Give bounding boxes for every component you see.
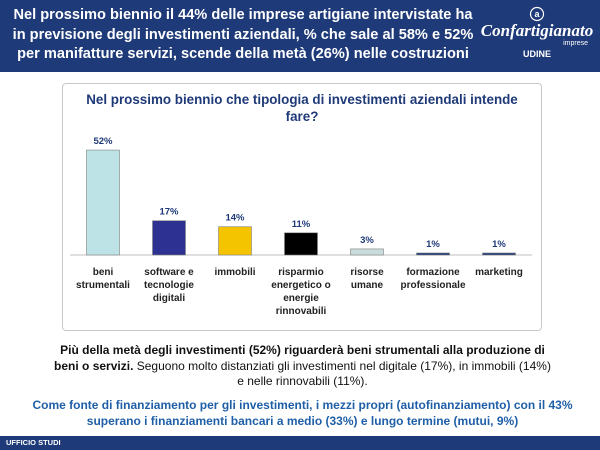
bar xyxy=(416,252,450,256)
header-bar: Nel prossimo biennio il 44% delle impres… xyxy=(0,0,600,72)
data-label: 11% xyxy=(292,219,311,230)
chart-title: Nel prossimo biennio che tipologia di in… xyxy=(86,92,518,124)
summary-paragraph: Più della metà degli investimenti (52%) … xyxy=(50,343,555,390)
category-label: beni strumentali xyxy=(76,267,130,291)
bar xyxy=(482,252,516,256)
category-label: formazione professionale xyxy=(400,267,465,291)
data-label: 17% xyxy=(159,207,179,218)
funding-paragraph: Come fonte di finanziamento per gli inve… xyxy=(32,398,573,428)
bar xyxy=(152,220,186,256)
category-label: marketing xyxy=(475,267,523,278)
bar xyxy=(350,248,384,256)
brand-subtitle: imprese xyxy=(563,40,588,47)
circled-a-icon: a xyxy=(529,6,545,22)
bar xyxy=(284,232,318,256)
brand-name: Confartigianato xyxy=(480,21,594,40)
footer-label: UFFICIO STUDI xyxy=(6,438,61,447)
svg-text:a: a xyxy=(534,9,540,19)
summary-normal-text: Seguono molto distanziati gli investimen… xyxy=(133,358,551,389)
data-label: 3% xyxy=(360,235,374,246)
data-label: 52% xyxy=(93,136,113,147)
data-label: 14% xyxy=(225,213,245,224)
data-label: 1% xyxy=(492,239,506,250)
brand-logo: a Confartigianato imprese UDINE xyxy=(478,6,596,68)
footer-bar: UFFICIO STUDI xyxy=(0,436,600,450)
category-label: risparmio energetico o energie rinnovabili xyxy=(271,267,330,317)
category-label: software e tecnologie digitali xyxy=(144,267,194,304)
category-label: risorse umane xyxy=(350,267,384,291)
category-label: immobili xyxy=(214,267,255,278)
bar xyxy=(218,226,252,256)
summary-bold-text: Più della metà degli investimenti (52%) … xyxy=(54,343,545,373)
page-title: Nel prossimo biennio il 44% delle impres… xyxy=(12,7,474,62)
bar xyxy=(86,149,120,256)
brand-city: UDINE xyxy=(522,49,551,59)
chart-panel xyxy=(62,83,542,331)
data-label: 1% xyxy=(426,239,440,250)
